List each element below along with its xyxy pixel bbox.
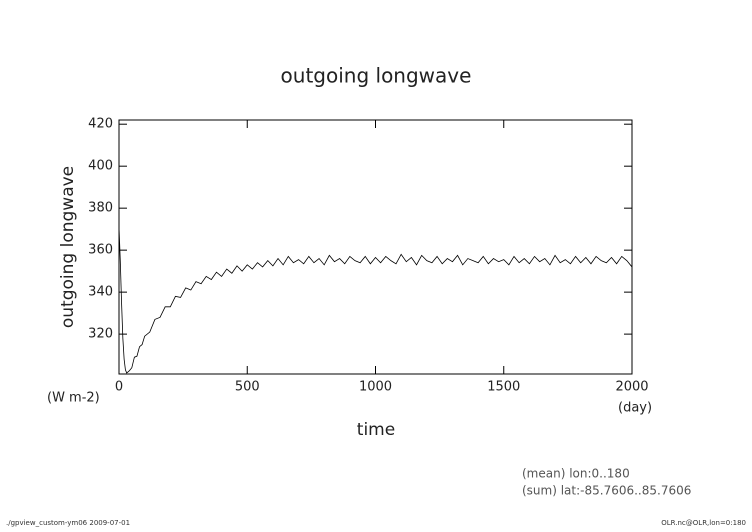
y-tick-label: 380 <box>88 201 113 216</box>
y-tick-label: 420 <box>88 117 113 132</box>
annotation: (sum) lat:-85.7606..85.7606 <box>522 484 691 498</box>
footer: OLR.nc@OLR,lon=0:180 <box>661 519 746 527</box>
x-tick-label: 0 <box>115 380 123 395</box>
y-tick-label: 320 <box>88 327 113 342</box>
plot-frame <box>118 119 633 375</box>
y-axis-label: outgoing longwave <box>58 166 78 328</box>
footer: ./gpview_custom-ym06 2009-07-01 <box>6 519 130 527</box>
y-tick-label: 400 <box>88 159 113 174</box>
x-tick-label: 2000 <box>615 380 648 395</box>
y-tick-label: 360 <box>88 243 113 258</box>
chart-title: outgoing longwave <box>281 64 472 88</box>
x-units: (day) <box>618 401 652 416</box>
annotation: (mean) lon:0..180 <box>522 467 630 481</box>
x-tick-label: 1000 <box>359 380 392 395</box>
y-tick-label: 340 <box>88 285 113 300</box>
x-axis-label: time <box>357 420 395 440</box>
x-tick-label: 1500 <box>487 380 520 395</box>
x-tick-label: 500 <box>235 380 260 395</box>
y-units: (W m-2) <box>47 391 100 406</box>
data-line <box>118 227 633 374</box>
